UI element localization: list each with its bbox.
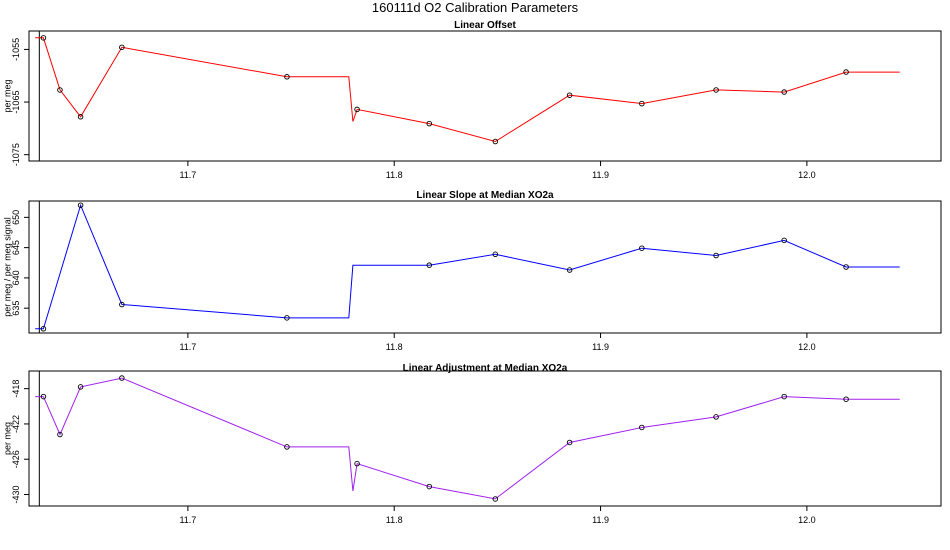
panel-3-data-point: [639, 424, 645, 431]
panel-2-data-point: [77, 202, 84, 208]
panel-2-data-point: [713, 252, 719, 259]
panel-2-y-tick-label: 635: [11, 301, 21, 316]
panel-1-data-point: [492, 138, 499, 145]
panel-2-data-point: [566, 267, 573, 273]
panel-2-data-point: [639, 245, 645, 251]
panel-1-data-point: [77, 114, 84, 120]
panel-1-y-tick-label: -1075: [11, 143, 21, 166]
panel-3-data-point: [354, 460, 360, 467]
panel-1-x-tick-label: 12.0: [798, 170, 816, 180]
panel-1-data-point: [566, 92, 573, 98]
panel-3-data-point: [284, 444, 290, 450]
panel-3-data-point: [426, 483, 433, 490]
panel-2-data-point: [119, 301, 125, 308]
panel-3-series-line: [35, 377, 900, 500]
panel-1-title: Linear Offset: [454, 20, 516, 31]
panel-1-data-point: [843, 69, 849, 75]
panel-3-x-tick-label: 11.8: [386, 515, 403, 525]
panel-3-data-point: [492, 496, 499, 502]
panel-2-y-tick-label: 640: [11, 270, 21, 285]
panel-1-x-tick-label: 11.7: [179, 170, 196, 180]
panel-1-data-point: [57, 87, 63, 93]
panel-3-data-point: [119, 375, 125, 381]
panel-1-y-axis-label: per meg: [2, 79, 12, 112]
panel-3-y-axis-label: per meg: [2, 422, 12, 455]
panel-3-data-point: [40, 393, 47, 400]
panel-2-data-point: [426, 262, 433, 268]
panel-2-x-tick-label: 11.9: [592, 342, 609, 352]
panel-3-title: Linear Adjustment at Median XO2a: [403, 363, 568, 374]
panel-1-data-point: [639, 100, 645, 107]
panel-2-title: Linear Slope at Median XO2a: [416, 190, 554, 201]
panel-3-data-point: [57, 431, 63, 438]
panel-3-x-tick-label: 11.9: [592, 515, 609, 525]
panel-1-data-point: [284, 74, 290, 80]
panel-1-data-point: [713, 87, 719, 93]
panel-3-y-tick-label: -418: [11, 380, 21, 398]
panel-3-frame: [28, 370, 942, 507]
panel-2-data-point: [492, 251, 499, 258]
panel-3-data-point: [781, 393, 787, 400]
panel-2-x-tick-label: 12.0: [798, 342, 816, 352]
panel-3-y-tick-label: -430: [11, 486, 21, 504]
panel-2-frame: [28, 200, 942, 334]
panel-2-data-point: [781, 237, 787, 244]
panel-3-data-point: [77, 384, 84, 390]
panel-3-x-tick-label: 11.7: [179, 515, 196, 525]
panel-1-y-tick-label: -1055: [11, 38, 21, 61]
panel-1-x-tick-label: 11.9: [592, 170, 609, 180]
panel-1-y-tick-label: -1065: [11, 91, 21, 114]
panel-3-data-point: [713, 414, 719, 420]
panel-3-y-tick-label: -422: [11, 415, 21, 433]
panel-1-frame: [28, 30, 942, 162]
panel-1-data-point: [119, 44, 125, 51]
figure-title: 160111d O2 Calibration Parameters: [371, 0, 579, 15]
panel-2-y-tick-label: 650: [11, 210, 21, 225]
panel-1-data-point: [426, 120, 433, 127]
panel-2-x-tick-label: 11.7: [179, 342, 196, 352]
panel-2-data-point: [284, 315, 290, 321]
panel-3-y-tick-label: -426: [11, 450, 21, 468]
panel-1-series-line: [35, 37, 900, 143]
panel-2-series-line: [35, 203, 900, 330]
panel-3-data-point: [566, 439, 573, 446]
panel-1-data-point: [40, 35, 47, 41]
panel-1-data-point: [781, 89, 787, 95]
panel-1-x-tick-label: 11.8: [386, 170, 403, 180]
panel-3-x-tick-label: 12.0: [798, 515, 816, 525]
panel-2-y-axis-label: per meg / per meg signal: [2, 217, 12, 317]
panel-2-y-tick-label: 645: [11, 240, 21, 255]
panel-2-x-tick-label: 11.8: [386, 342, 403, 352]
panel-2-data-point: [843, 264, 849, 270]
panel-3-data-point: [843, 396, 849, 402]
panel-1-data-point: [354, 106, 360, 113]
panel-2-data-point: [40, 326, 47, 332]
